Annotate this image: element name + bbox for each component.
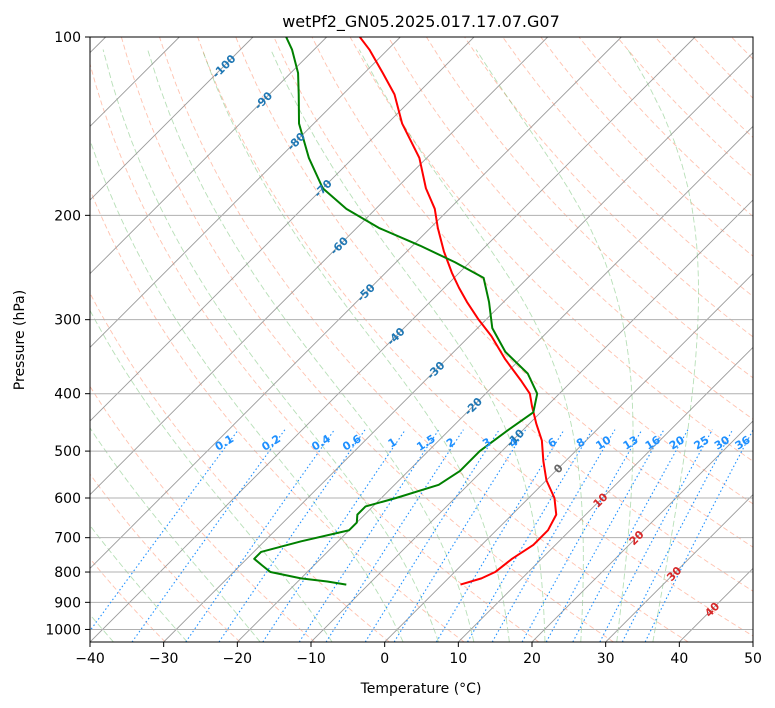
- pressure-grid: [90, 37, 753, 630]
- isotherm-line: [237, 125, 753, 642]
- x-tick-label: −10: [296, 651, 326, 667]
- isotherm-lines: [90, 37, 753, 642]
- isotherm-line: [310, 199, 753, 642]
- y-tick-label: 800: [54, 565, 81, 581]
- moist-adiabat-line: [102, 49, 439, 642]
- plot-area: 0.1 0.2 0.4 0.6 1 1.5 2 3 4 6 8 10 13 16 20 25 30 36-100-…: [90, 37, 753, 642]
- dry-adiabat-line: [235, 37, 753, 592]
- x-tick-label: 10: [449, 651, 467, 667]
- mixing-ratio-line: [644, 429, 753, 642]
- x-tick-label: −30: [149, 651, 179, 667]
- x-axis: −40 −30 −20 −10 0 10 20 30 40 50: [75, 642, 762, 667]
- isotherm-line: [605, 494, 753, 642]
- y-tick-label: 700: [54, 531, 81, 547]
- isotherm-line: [458, 346, 753, 642]
- plot-frame: [89, 36, 754, 643]
- mixing-ratio-line: [621, 429, 734, 642]
- moist-adiabat-line: [201, 49, 510, 642]
- isotherm-line: [90, 37, 327, 275]
- y-axis-title: Pressure (hPa): [12, 290, 28, 390]
- y-tick-label: 900: [54, 595, 81, 611]
- mixing-ratio-line: [545, 429, 665, 642]
- dry-adiabat-line: [426, 37, 753, 379]
- dry-adiabat-line: [90, 473, 241, 642]
- chart-title: wetPf2_GN05.2025.017.17.07.G07: [282, 12, 560, 32]
- adiabat-lines: [90, 37, 753, 642]
- dry-adiabat-line: [90, 292, 390, 642]
- x-tick-label: 20: [523, 651, 541, 667]
- x-axis-title: Temperature (°C): [360, 681, 482, 697]
- mixing-ratio-line: [435, 429, 565, 642]
- x-tick-label: 50: [744, 651, 762, 667]
- moist-adiabat-line: [147, 49, 475, 642]
- dry-adiabat-line: [464, 37, 753, 338]
- mixing-ratio-line: [572, 429, 689, 642]
- moist-adiabat-line: [90, 524, 188, 642]
- dry-adiabat-line: [90, 557, 166, 642]
- profile-series: [253, 37, 558, 586]
- x-tick-label: 40: [670, 651, 688, 667]
- isotherm-line: [163, 52, 753, 642]
- mixing-ratio-lines: [90, 429, 753, 642]
- y-tick-label: 300: [54, 313, 81, 329]
- y-axis: 100 200 300 400 500 600 700 800 900 1000: [45, 30, 90, 638]
- dry-adiabat-line: [159, 37, 689, 642]
- dry-adiabat-line: [349, 37, 753, 462]
- y-tick-label: 1000: [45, 622, 81, 638]
- moist-adiabat-line: [270, 49, 546, 642]
- moist-adiabat-line: [475, 49, 634, 642]
- mixing-ratio-line: [298, 429, 440, 642]
- temperature-profile-line: [359, 37, 558, 586]
- y-tick-label: 600: [54, 491, 81, 507]
- isotherm-line: [90, 37, 622, 569]
- isotherm-line: [90, 37, 254, 201]
- y-tick-label: 100: [54, 30, 81, 46]
- mixing-ratio-line: [131, 429, 286, 642]
- mixing-ratio-line: [491, 429, 616, 642]
- y-tick-label: 400: [54, 387, 81, 403]
- dry-adiabat-line: [90, 62, 540, 642]
- x-tick-label: −40: [75, 651, 105, 667]
- dewpoint-profile-line: [253, 37, 539, 586]
- moist-adiabat-line: [90, 138, 404, 642]
- x-tick-label: 30: [597, 651, 615, 667]
- dry-adiabat-line: [197, 37, 753, 637]
- dry-adiabat-line: [90, 385, 316, 642]
- mixing-ratio-line: [90, 429, 239, 632]
- dry-adiabat-line: [273, 37, 753, 548]
- moist-adiabat-line: [627, 49, 699, 642]
- y-tick-label: 500: [54, 444, 81, 460]
- isotherm-line: [384, 273, 753, 642]
- isotherm-line: [531, 420, 753, 642]
- x-tick-label: 0: [380, 651, 389, 667]
- isotherm-line: [90, 37, 548, 496]
- dry-adiabat-line: [90, 188, 465, 642]
- isotherm-line: [90, 37, 475, 422]
- mixing-ratio-line: [325, 429, 464, 642]
- y-tick-label: 200: [54, 208, 81, 224]
- mixing-ratio-line: [218, 429, 366, 642]
- x-tick-label: −20: [223, 651, 253, 667]
- isotherm-line: [90, 37, 696, 642]
- mixing-ratio-line: [467, 429, 593, 642]
- mixing-ratio-line: [599, 429, 713, 642]
- dry-adiabat-line: [120, 37, 614, 642]
- isotherm-line: [90, 37, 401, 348]
- mixing-ratio-line: [521, 429, 643, 642]
- moist-adiabat-line: [90, 427, 261, 642]
